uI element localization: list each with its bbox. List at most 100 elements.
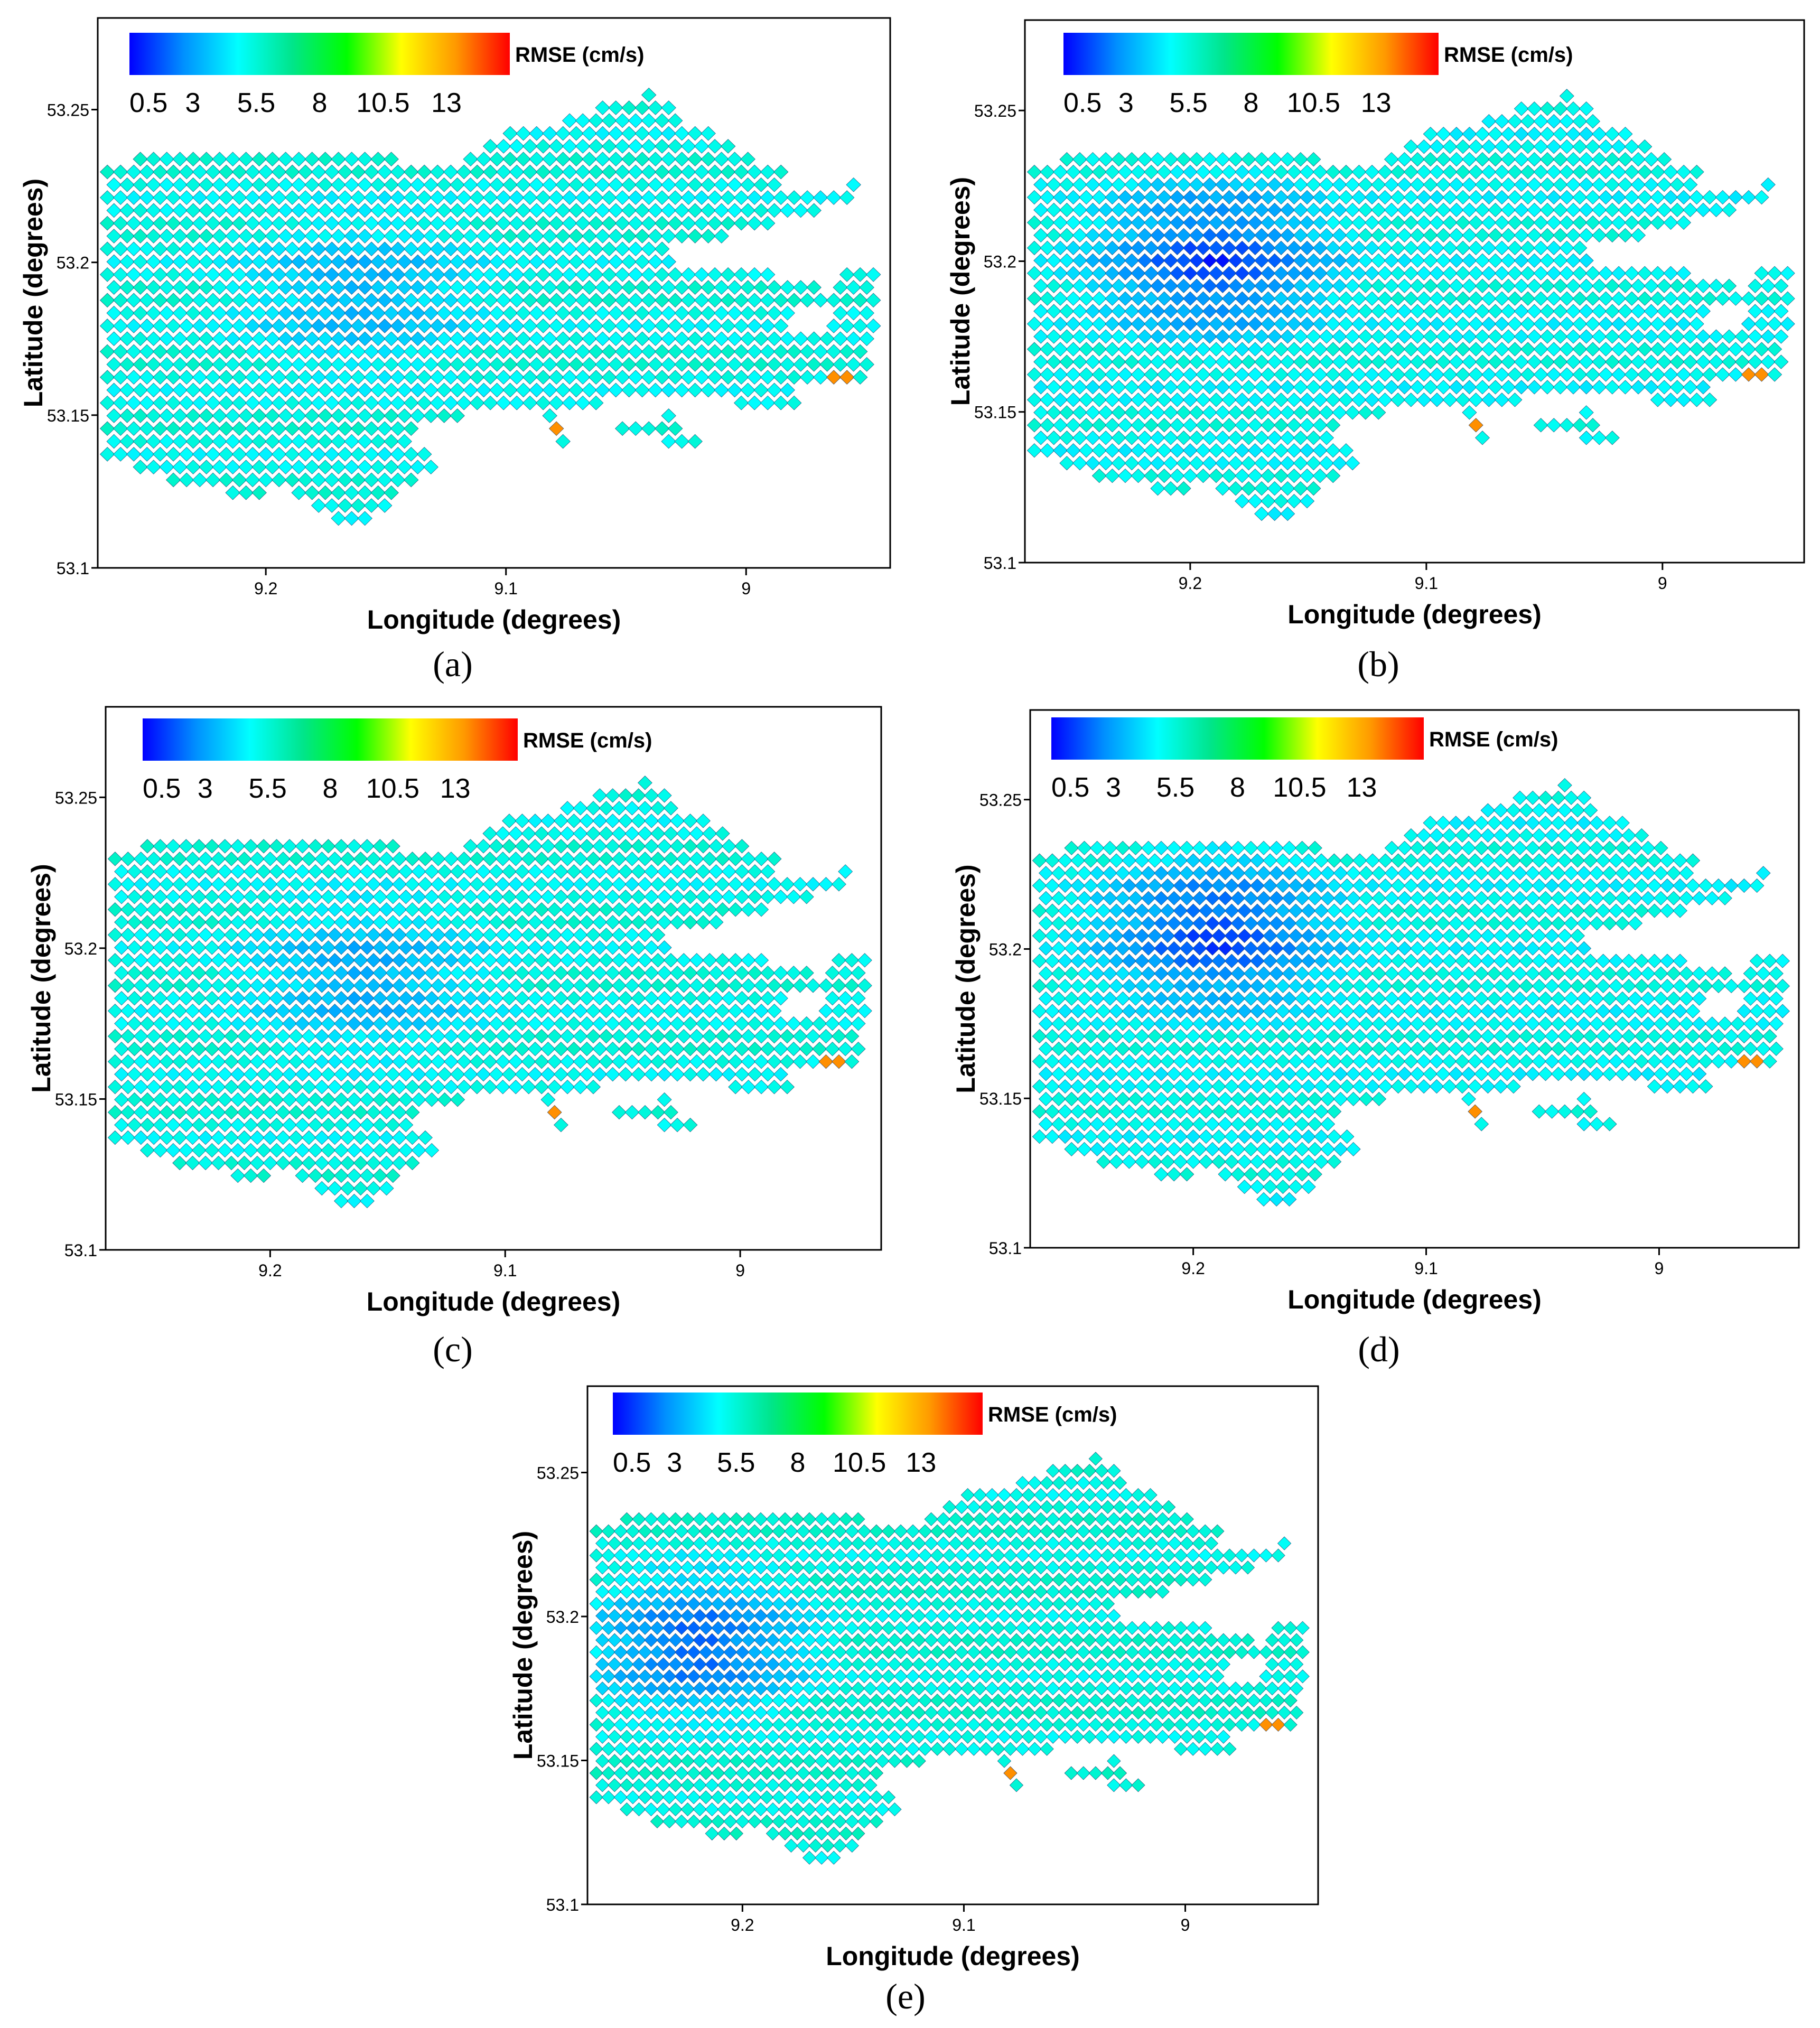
rmse-cell bbox=[298, 190, 313, 205]
rmse-cell bbox=[364, 319, 379, 333]
rmse-cell bbox=[1269, 1016, 1284, 1031]
rmse-cell bbox=[230, 839, 246, 854]
rmse-cell bbox=[370, 382, 386, 398]
rmse-cell bbox=[715, 978, 730, 993]
rmse-cell bbox=[211, 902, 226, 917]
rmse-cell bbox=[663, 902, 678, 917]
rmse-cell bbox=[269, 1092, 284, 1107]
rmse-cell bbox=[351, 293, 366, 308]
rmse-cell bbox=[106, 357, 122, 372]
rmse-cell bbox=[1462, 304, 1477, 319]
rmse-cell bbox=[722, 966, 736, 980]
rmse-cell bbox=[1455, 903, 1470, 918]
rmse-cell bbox=[542, 280, 557, 295]
rmse-cell bbox=[650, 978, 666, 993]
rmse-cell bbox=[1141, 991, 1156, 1006]
rmse-cell bbox=[760, 1016, 776, 1031]
rmse-cell bbox=[211, 1130, 226, 1145]
rmse-cell bbox=[265, 229, 280, 244]
rmse-cell bbox=[1170, 392, 1185, 407]
rmse-cell bbox=[1351, 291, 1367, 306]
rmse-cell bbox=[1320, 966, 1336, 981]
rmse-cell bbox=[1481, 367, 1497, 382]
rmse-cell bbox=[595, 331, 610, 347]
rmse-cell bbox=[192, 472, 208, 488]
rmse-cell bbox=[291, 485, 306, 500]
rmse-cell bbox=[1514, 304, 1529, 319]
rmse-cell bbox=[1150, 304, 1165, 319]
rmse-cell bbox=[573, 1079, 588, 1095]
rmse-cell bbox=[1345, 278, 1360, 293]
rmse-cell bbox=[1196, 291, 1211, 306]
rmse-cell bbox=[1352, 954, 1367, 968]
rmse-cell bbox=[1704, 1016, 1720, 1031]
rmse-cell bbox=[153, 421, 168, 436]
rmse-cell bbox=[1333, 916, 1348, 931]
rmse-cell bbox=[1666, 1067, 1681, 1081]
rmse-cell bbox=[560, 1079, 575, 1095]
rmse-cell bbox=[1280, 152, 1295, 167]
rmse-cell bbox=[1118, 190, 1133, 205]
rmse-cell bbox=[1170, 443, 1185, 458]
rmse-cell bbox=[1256, 941, 1271, 956]
rmse-cell bbox=[508, 902, 524, 917]
rmse-cell bbox=[1722, 202, 1737, 218]
rmse-cell bbox=[1091, 367, 1107, 382]
rmse-cell bbox=[251, 382, 267, 398]
rmse-cell bbox=[405, 902, 420, 917]
rmse-cell bbox=[212, 382, 227, 398]
rmse-cell bbox=[133, 254, 148, 269]
rmse-cell bbox=[859, 331, 874, 347]
rmse-cell bbox=[1689, 367, 1704, 382]
rmse-cell bbox=[390, 319, 406, 333]
rmse-cell bbox=[424, 940, 440, 955]
rmse-cell bbox=[1154, 1091, 1169, 1106]
rmse-cell bbox=[265, 152, 280, 166]
rmse-cell bbox=[1306, 278, 1321, 293]
rmse-cell bbox=[357, 511, 372, 526]
rmse-cell bbox=[298, 164, 313, 180]
rmse-cell bbox=[146, 254, 161, 269]
rmse-cell bbox=[489, 864, 504, 879]
rmse-cell bbox=[353, 1105, 368, 1120]
rmse-cell bbox=[1312, 367, 1328, 382]
rmse-cell bbox=[360, 1016, 375, 1031]
rmse-cell bbox=[1628, 916, 1643, 931]
rmse-cell bbox=[119, 229, 135, 244]
rmse-cell bbox=[331, 305, 346, 321]
rmse-cell bbox=[1351, 316, 1367, 331]
rmse-cell bbox=[159, 1004, 174, 1018]
rmse-cell bbox=[1124, 278, 1140, 293]
rmse-cell bbox=[120, 1029, 136, 1044]
rmse-cell bbox=[1059, 253, 1075, 268]
rmse-cell bbox=[1724, 879, 1739, 893]
rmse-cell bbox=[696, 864, 711, 879]
rmse-cell bbox=[417, 267, 432, 282]
rmse-cell bbox=[172, 1155, 188, 1171]
rmse-cell bbox=[522, 344, 538, 359]
rmse-cell bbox=[278, 408, 293, 423]
rmse-cell bbox=[172, 1054, 188, 1069]
rmse-cell bbox=[1314, 1079, 1329, 1094]
rmse-cell bbox=[760, 1067, 776, 1082]
rmse-cell bbox=[217, 1143, 232, 1158]
rmse-cell bbox=[1592, 202, 1607, 218]
rmse-cell bbox=[1286, 494, 1302, 509]
rmse-cell bbox=[1553, 253, 1568, 268]
rmse-cell bbox=[1585, 291, 1600, 306]
rmse-cell bbox=[1475, 253, 1490, 268]
rmse-cell bbox=[687, 177, 703, 192]
rmse-cell bbox=[1448, 891, 1463, 905]
rmse-cell bbox=[1312, 469, 1328, 483]
rmse-cell bbox=[417, 241, 432, 256]
rmse-cell bbox=[1156, 266, 1172, 281]
rmse-cell bbox=[1320, 991, 1336, 1006]
rmse-cell bbox=[851, 1016, 866, 1031]
rmse-cell bbox=[133, 280, 148, 295]
rmse-cell bbox=[1351, 367, 1367, 382]
rmse-cell bbox=[185, 1029, 200, 1044]
rmse-cell bbox=[1487, 941, 1502, 956]
rmse-cell bbox=[212, 177, 227, 192]
rmse-cell bbox=[456, 1054, 472, 1069]
rmse-cell bbox=[360, 1067, 375, 1082]
